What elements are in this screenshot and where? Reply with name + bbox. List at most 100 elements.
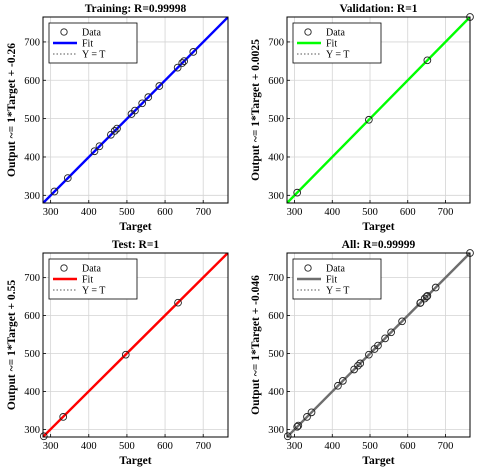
data-point (420, 294, 429, 303)
legend-label: Data (326, 28, 345, 39)
y-tick-label: 400 (24, 152, 40, 163)
plot-content (287, 17, 470, 203)
data-point (174, 298, 182, 307)
legend-label: Data (82, 28, 101, 39)
data-point (307, 408, 316, 417)
data-point (155, 82, 164, 90)
regression-panel-2: 300 400 500 600 700 300 400 500 600 700 Validation… (250, 3, 474, 233)
data-point (283, 432, 292, 441)
chart-title: Training: R=0.99998 (85, 3, 187, 15)
data-point (365, 115, 373, 124)
x-tick-label: 300 (43, 441, 59, 452)
data-point (422, 292, 431, 301)
legend-data-marker (60, 28, 68, 36)
y-tick-label: 700 (268, 273, 284, 284)
axes-box (286, 16, 471, 204)
grid (287, 253, 470, 437)
regression-panel-1: 300 400 500 600 700 300 400 500 600 700 Training: … (6, 3, 229, 233)
data-point (338, 377, 347, 385)
y-tick-label: 600 (24, 311, 40, 322)
x-tick-label: 600 (400, 207, 416, 218)
legend-label: Y = T (326, 286, 349, 297)
data-point (356, 359, 365, 368)
x-tick-label: 700 (438, 207, 454, 218)
data-point (416, 298, 425, 307)
legend-label: Y = T (82, 286, 105, 297)
data-point (50, 187, 59, 196)
data-point (113, 124, 121, 133)
fit-line (287, 253, 470, 437)
legend-data-marker (60, 264, 68, 272)
data-point (95, 142, 104, 151)
fit-line (43, 253, 228, 437)
legend-label: Data (326, 264, 345, 275)
data-point (110, 127, 119, 135)
y-tick-label: 500 (268, 349, 284, 360)
x-tick-label: 700 (195, 441, 211, 452)
legend-data-marker (304, 28, 312, 36)
y-tick-label: 600 (24, 76, 40, 87)
y-tick-label: 400 (268, 387, 284, 398)
legend-label: Y = T (82, 50, 105, 61)
fit-line (43, 17, 228, 203)
y-tick-label: 400 (268, 152, 284, 163)
legend-label: Fit (326, 275, 337, 286)
y-axis-label: Output ~= 1*Target + 0.55 (6, 280, 18, 410)
data-point (293, 188, 302, 197)
x-axis-label: Target (362, 221, 394, 233)
legend-label: Fit (326, 39, 337, 50)
x-tick-label: 700 (438, 441, 454, 452)
plot-content (43, 253, 228, 437)
legend-label: Y = T (326, 50, 349, 61)
x-tick-label: 400 (324, 441, 340, 452)
x-axis-label: Target (119, 455, 151, 467)
data-point (189, 48, 198, 56)
y-tick-label: 300 (268, 425, 284, 436)
data-point (294, 421, 303, 430)
x-tick-label: 600 (157, 207, 173, 218)
data-point (121, 350, 130, 359)
y-axis-label: Output ~= 1*Target + -0.046 (250, 275, 262, 415)
axes-box (42, 252, 229, 438)
x-tick-label: 600 (400, 441, 416, 452)
x-tick-label: 400 (324, 207, 340, 218)
data-point (90, 147, 99, 156)
data-point (178, 59, 187, 67)
y-tick-label: 500 (24, 349, 40, 360)
axes-box (286, 252, 471, 438)
data-point (303, 413, 311, 421)
y-tick-label: 500 (268, 114, 284, 125)
data-point (431, 283, 440, 292)
data-point (365, 350, 373, 359)
legend-label: Data (82, 264, 101, 275)
regression-panel-3: 300 400 500 600 700 300 400 500 600 700 Test: R=1 T… (6, 239, 229, 467)
y-tick-label: 300 (268, 191, 284, 202)
data-point (144, 93, 153, 102)
data-point (423, 56, 432, 65)
legend-data-marker (304, 264, 312, 272)
data-point (59, 413, 68, 421)
data-point (354, 361, 362, 370)
grid (287, 17, 470, 203)
x-axis-label: Target (362, 455, 394, 467)
x-tick-label: 700 (195, 207, 211, 218)
legend-label: Fit (82, 275, 93, 286)
axes-box (42, 16, 229, 204)
y-tick-label: 700 (268, 37, 284, 48)
data-point (131, 106, 139, 115)
x-tick-label: 300 (287, 207, 303, 218)
plot-content (287, 253, 470, 437)
y-tick-label: 600 (268, 76, 284, 87)
data-point (39, 432, 48, 441)
x-tick-label: 500 (119, 441, 135, 452)
y-axis-label: Output ~= 1*Target + 0.0025 (250, 39, 262, 181)
y-tick-label: 400 (24, 387, 40, 398)
plot-content (43, 17, 228, 203)
data-point (293, 422, 302, 431)
x-tick-label: 500 (362, 207, 378, 218)
data-point (423, 292, 432, 300)
y-tick-label: 300 (24, 425, 40, 436)
chart-title: Test: R=1 (112, 239, 160, 251)
data-point (173, 63, 182, 72)
